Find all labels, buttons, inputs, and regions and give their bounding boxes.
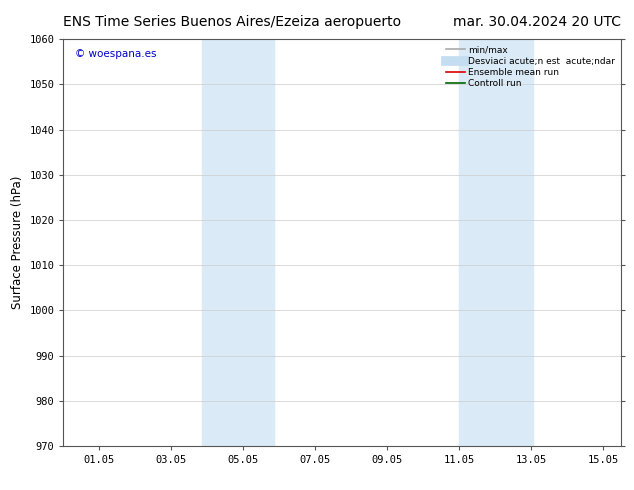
Bar: [493, 39, 533, 446]
Text: mar. 30.04.2024 20 UTC: mar. 30.04.2024 20 UTC: [453, 15, 621, 29]
Bar: [460, 39, 493, 446]
Text: ENS Time Series Buenos Aires/Ezeiza aeropuerto: ENS Time Series Buenos Aires/Ezeiza aero…: [63, 15, 401, 29]
Bar: [238, 39, 274, 446]
Y-axis label: Surface Pressure (hPa): Surface Pressure (hPa): [11, 176, 24, 309]
Legend: min/max, Desviaci acute;n est  acute;ndar, Ensemble mean run, Controll run: min/max, Desviaci acute;n est acute;ndar…: [443, 42, 619, 92]
Text: © woespana.es: © woespana.es: [75, 49, 156, 59]
Bar: [202, 39, 238, 446]
